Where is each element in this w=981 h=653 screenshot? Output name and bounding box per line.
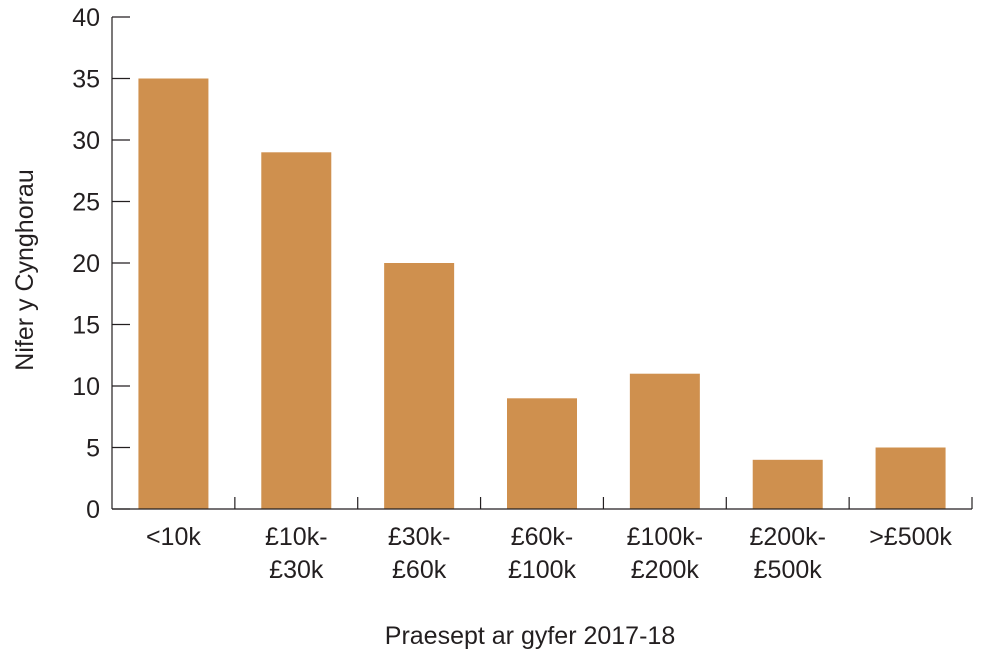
y-tick-label-10: 10: [72, 373, 100, 401]
x-tick-label-line: £60k: [392, 556, 447, 584]
y-tick-label-35: 35: [72, 66, 100, 94]
x-axis-title: Praesept ar gyfer 2017-18: [385, 622, 675, 650]
x-tick-label-line: £30k-: [388, 523, 451, 551]
y-tick-label-25: 25: [72, 189, 100, 217]
bar-1: [261, 152, 332, 510]
x-tick-label-2: £30k- £60k: [388, 523, 451, 584]
bar-6: [875, 447, 946, 509]
y-tick-label-20: 20: [72, 250, 100, 278]
x-tick-label-line: £10k-: [265, 523, 328, 551]
y-tick-label-40: 40: [72, 4, 100, 32]
x-tick-label-6: >£500k: [869, 523, 952, 551]
y-axis-title: Nifer y Cynghorau: [11, 169, 39, 370]
bar-3: [507, 398, 577, 509]
x-tick-label-line: >£500k: [869, 523, 952, 551]
x-tick-label-line: £200k: [631, 556, 700, 584]
x-tick-label-line: £500k: [754, 556, 823, 584]
x-tick-label-0: <10k: [146, 523, 201, 551]
x-tick-label-line: £100k-: [627, 523, 703, 551]
x-tick-label-line: £100k: [508, 556, 577, 584]
x-tick-label-line: £30k: [269, 556, 324, 584]
bar-4: [629, 373, 700, 509]
bar-5: [752, 459, 823, 509]
y-tick-label-0: 0: [86, 496, 100, 524]
bar-0: [138, 78, 209, 509]
y-axis: 0 5 10 15 20 25 30 35 40: [72, 4, 130, 524]
y-tick-label-5: 5: [86, 435, 100, 463]
bars-group: [138, 78, 946, 510]
x-tick-label-line: <10k: [146, 523, 201, 551]
x-tick-label-3: £60k- £100k: [508, 523, 577, 584]
x-tick-label-4: £100k- £200k: [627, 523, 703, 584]
x-tick-label-5: £200k- £500k: [749, 523, 825, 584]
bar-2: [384, 263, 455, 509]
x-tick-label-line: £60k-: [511, 523, 574, 551]
x-axis: <10k £10k- £30k £30k- £60k £60k- £100k £100k- £2…: [112, 497, 973, 584]
x-tick-label-1: £10k- £30k: [265, 523, 328, 584]
y-tick-label-15: 15: [72, 312, 100, 340]
y-tick-label-30: 30: [72, 127, 100, 155]
x-tick-label-line: £200k-: [749, 523, 825, 551]
